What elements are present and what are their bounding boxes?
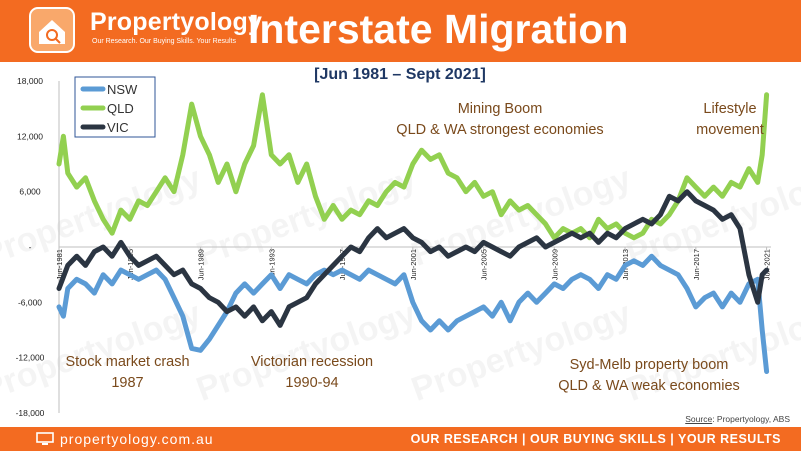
x-tick-label: Jun-2017 [692, 249, 701, 280]
page-title: Interstate Migration [248, 6, 629, 52]
x-tick-label: Jun-1997 [338, 249, 347, 280]
legend-label-qld: QLD [107, 101, 134, 116]
watermark-text: Propertyology [191, 159, 421, 274]
annotation-syd-melb-boom: Syd-Melb property boom QLD & WA weak eco… [538, 355, 760, 397]
x-tick-label: Jun-1989 [197, 249, 206, 280]
y-tick-label: 12,000 [17, 131, 43, 141]
monitor-icon [36, 432, 54, 445]
y-tick-label: -6,000 [18, 297, 42, 307]
annotation-stock-crash: Stock market crash 1987 [50, 352, 205, 394]
y-tick-label: -18,000 [16, 408, 45, 418]
house-logo-icon [29, 7, 75, 53]
annotation-line: Syd-Melb property boom [569, 357, 729, 373]
x-tick-label: Jun-1985 [126, 249, 135, 280]
annotation-line: Mining Boom [457, 101, 543, 117]
annotation-line: Lifestyle [703, 101, 757, 117]
annotation-line: Stock market crash [65, 354, 190, 370]
footer-bar: propertyology.com.au OUR RESEARCH | OUR … [0, 427, 801, 451]
x-tick-label: Jun-2005 [480, 249, 489, 280]
y-tick-label: - [29, 242, 32, 252]
x-tick-label: Jun-2001 [409, 249, 418, 280]
y-tick-label: -12,000 [16, 353, 45, 363]
watermark-text: Propertyology [406, 159, 636, 274]
x-tick-label: Jun-2009 [550, 249, 559, 280]
annotation-lifestyle: Lifestyle movement [680, 99, 780, 141]
y-tick-label: 6,000 [19, 187, 41, 197]
y-tick-label: 18,000 [17, 76, 43, 86]
x-tick-label: Jun-1981 [55, 249, 64, 280]
x-tick-label: Jun-2021 [763, 249, 772, 280]
x-tick-label: Jun-1993 [267, 249, 276, 280]
brand-name: Propertyology [90, 8, 263, 36]
footer-website[interactable]: propertyology.com.au [60, 431, 214, 447]
annotation-mining-boom: Mining Boom QLD & WA strongest economies [370, 99, 630, 141]
chart-subtitle: [Jun 1981 – Sept 2021] [314, 66, 486, 83]
footer-slogan: OUR RESEARCH | OUR BUYING SKILLS | YOUR … [410, 432, 781, 446]
legend-label-vic: VIC [107, 120, 129, 135]
legend-label-nsw: NSW [107, 82, 138, 97]
source-note: Source: Propertyology, ABS [685, 414, 790, 424]
header-bar: Propertyology Our Research. Our Buying S… [0, 0, 801, 62]
source-label: Source [685, 414, 713, 424]
annotation-line: QLD & WA weak economies [558, 378, 740, 394]
series-line-vic [56, 189, 770, 328]
annotation-line: 1990-94 [285, 375, 339, 391]
source-text: : Propertyology, ABS [712, 414, 790, 424]
annotation-line: Victorian recession [250, 354, 374, 370]
brand-tagline: Our Research. Our Buying Skills. Your Re… [92, 38, 236, 45]
annotation-line: 1987 [111, 375, 144, 391]
series-line-nsw [56, 253, 770, 374]
annotation-line: movement [696, 122, 764, 138]
migration-chart: PropertyologyPropertyologyPropertyologyP… [0, 76, 801, 418]
annotation-victorian-recession: Victorian recession 1990-94 [232, 352, 392, 394]
annotation-line: QLD & WA strongest economies [396, 122, 604, 138]
